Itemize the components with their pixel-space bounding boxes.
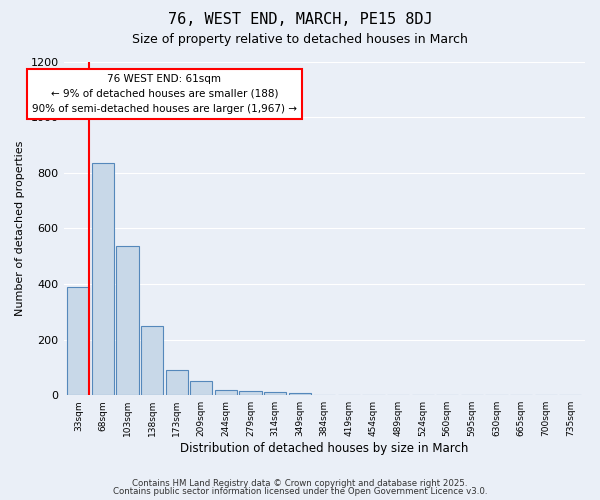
- Bar: [166, 370, 188, 395]
- Bar: [289, 393, 311, 395]
- Bar: [116, 246, 139, 395]
- Bar: [67, 287, 89, 395]
- Text: Contains HM Land Registry data © Crown copyright and database right 2025.: Contains HM Land Registry data © Crown c…: [132, 478, 468, 488]
- Text: 76 WEST END: 61sqm
← 9% of detached houses are smaller (188)
90% of semi-detache: 76 WEST END: 61sqm ← 9% of detached hous…: [32, 74, 297, 114]
- Bar: [239, 391, 262, 395]
- Bar: [141, 326, 163, 395]
- Bar: [190, 380, 212, 395]
- Bar: [215, 390, 237, 395]
- Text: Size of property relative to detached houses in March: Size of property relative to detached ho…: [132, 32, 468, 46]
- Text: 76, WEST END, MARCH, PE15 8DJ: 76, WEST END, MARCH, PE15 8DJ: [167, 12, 433, 28]
- Bar: [264, 392, 286, 395]
- X-axis label: Distribution of detached houses by size in March: Distribution of detached houses by size …: [180, 442, 469, 455]
- Y-axis label: Number of detached properties: Number of detached properties: [15, 140, 25, 316]
- Text: Contains public sector information licensed under the Open Government Licence v3: Contains public sector information licen…: [113, 487, 487, 496]
- Bar: [92, 163, 114, 395]
